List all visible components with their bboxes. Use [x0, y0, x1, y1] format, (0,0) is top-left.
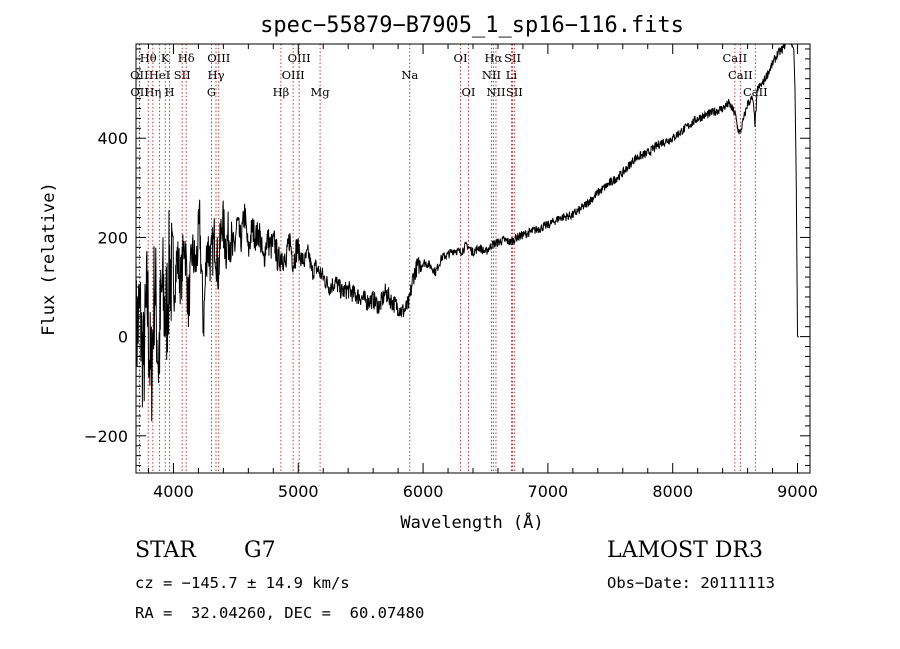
x-tick-label: 5000: [278, 482, 319, 501]
spectral-line-label: OIII: [207, 51, 230, 65]
spectral-line-label: NII: [486, 85, 505, 99]
spectral-line-label: Hδ: [178, 51, 195, 65]
y-tick-label: 0: [118, 328, 128, 347]
spectral-line-label: OI: [462, 85, 476, 99]
spectral-line-label: SII: [504, 51, 521, 65]
x-tick-label: 9000: [777, 482, 818, 501]
redshift-velocity: cz = −145.7 ± 14.9 km/s: [135, 574, 350, 592]
x-tick-label: 7000: [528, 482, 569, 501]
observation-date: Obs−Date: 20111113: [607, 574, 775, 592]
axis-ticks: 4000 5000 6000 7000 8000 9000 −200 0 200 400: [84, 44, 818, 501]
spectral-line-label: SII: [174, 68, 191, 82]
spectral-line-label: Hθ: [140, 51, 157, 65]
spectral-line-label: OIII: [288, 51, 311, 65]
coordinates: RA = 32.04260, DEC = 60.07480: [135, 604, 425, 622]
object-subclass: G7: [244, 538, 276, 563]
spectral-line-label: CaII: [722, 51, 747, 65]
spectral-line-label: HeI: [149, 68, 170, 82]
y-tick-label: −200: [84, 427, 128, 446]
chart-title: spec−55879−B7905_1_sp16−116.fits: [260, 13, 684, 38]
y-tick-label: 400: [97, 129, 128, 148]
x-axis-label: Wavelength (Å): [400, 511, 543, 533]
spectral-line-label: SII: [506, 85, 523, 99]
spectral-line-label: Mg: [311, 85, 331, 99]
spectral-line-label: OII: [130, 85, 149, 99]
spectral-line-label: Hα: [484, 51, 502, 65]
plot-frame: [135, 43, 811, 474]
y-tick-label: 200: [97, 228, 128, 247]
spectral-line-label: OIII: [282, 68, 305, 82]
x-tick-label: 4000: [153, 482, 194, 501]
spectral-line-label: K: [161, 51, 170, 65]
y-axis-label: Flux (relative): [39, 182, 59, 336]
spectral-line-label: OI: [454, 51, 468, 65]
spectral-line-label: Na: [401, 68, 418, 82]
flux-series-line: [135, 43, 800, 422]
spectral-line-label: Hη: [144, 85, 161, 99]
x-tick-label: 8000: [652, 482, 693, 501]
spectral-line-label: Li: [506, 68, 518, 82]
x-tick-label: 6000: [403, 482, 444, 501]
spectrum-chart: spec−55879−B7905_1_sp16−116.fits Hθ K Hδ OI…: [39, 13, 818, 533]
spectral-line-label: H: [165, 85, 175, 99]
spectral-line-label: G: [207, 85, 216, 99]
spectral-line-label: Hβ: [273, 85, 290, 99]
object-class: STAR: [135, 538, 196, 563]
spectral-line-label: NII: [482, 68, 501, 82]
spectral-line-label: Hγ: [208, 68, 225, 82]
survey-name: LAMOST DR3: [607, 538, 763, 563]
spectral-line-label: CaII: [728, 68, 753, 82]
spectral-line-label: CaII: [743, 85, 768, 99]
